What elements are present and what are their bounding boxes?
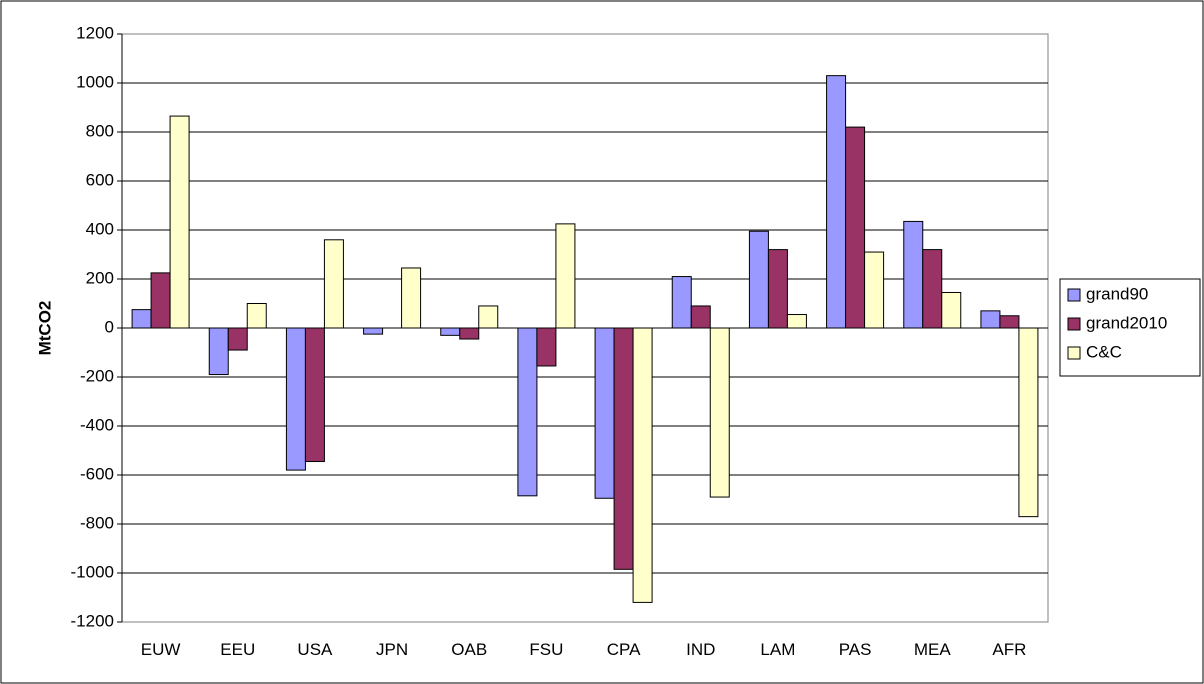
y-tick-label: -1200	[71, 611, 114, 630]
bar-c-c-usa	[323, 239, 344, 329]
legend-swatch	[1067, 288, 1081, 302]
y-tick-label: 800	[86, 121, 114, 140]
bar-grand2010-eeu	[227, 327, 248, 351]
bar-grand90-afr	[980, 310, 1001, 329]
y-tick-label: -600	[80, 464, 114, 483]
y-tick-label: -400	[80, 415, 114, 434]
legend-swatch	[1067, 346, 1081, 360]
x-tick-label: OAB	[451, 640, 487, 659]
bar-grand90-pas	[826, 75, 847, 329]
bar-c-c-fsu	[555, 223, 576, 329]
y-tick-label: 200	[86, 268, 114, 287]
bar-grand2010-usa	[304, 327, 325, 463]
x-tick-label: AFR	[992, 640, 1026, 659]
bar-grand90-lam	[748, 230, 769, 329]
legend-label: grand90	[1086, 284, 1148, 303]
bar-c-c-ind	[709, 327, 730, 498]
y-tick-label: 1000	[76, 72, 114, 91]
bar-grand2010-cpa	[613, 327, 634, 570]
y-tick-label: 1200	[76, 23, 114, 42]
x-tick-label: LAM	[760, 640, 795, 659]
bar-grand2010-fsu	[536, 327, 557, 367]
bar-grand2010-mea	[922, 249, 943, 329]
bar-c-c-euw	[169, 115, 190, 329]
bar-grand90-eeu	[208, 327, 229, 376]
legend-label: grand2010	[1086, 313, 1167, 332]
bar-grand90-jpn	[363, 327, 384, 335]
bar-c-c-jpn	[401, 267, 422, 329]
bar-grand2010-afr	[999, 315, 1020, 329]
x-tick-label: CPA	[607, 640, 641, 659]
x-tick-label: USA	[297, 640, 333, 659]
bar-grand90-ind	[671, 276, 692, 329]
y-tick-label: 0	[105, 317, 114, 336]
legend-items: grand90 grand2010 C&C	[1067, 284, 1167, 361]
gridlines	[122, 82, 1048, 574]
bar-grand2010-euw	[150, 272, 171, 329]
x-tick-label: MEA	[914, 640, 952, 659]
x-tick-label: PAS	[839, 640, 872, 659]
legend: grand90 grand2010 C&C	[1059, 278, 1201, 377]
bar-grand90-oab	[440, 327, 461, 336]
x-tick-label: IND	[686, 640, 715, 659]
bar-c-c-eeu	[246, 303, 267, 329]
bar-c-c-mea	[941, 291, 962, 329]
y-tick-label: -1000	[71, 562, 114, 581]
bar-grand2010-ind	[690, 305, 711, 329]
y-tick-label: 600	[86, 170, 114, 189]
y-axis-title: MtCO2	[35, 301, 54, 356]
bar-grand2010-oab	[459, 327, 480, 340]
bar-c-c-cpa	[632, 327, 653, 603]
bar-c-c-pas	[864, 251, 885, 329]
bar-grand90-cpa	[594, 327, 615, 499]
bar-grand90-euw	[131, 309, 152, 329]
bar-c-c-lam	[786, 314, 807, 329]
bar-c-c-oab	[478, 305, 499, 329]
legend-label: C&C	[1086, 342, 1122, 361]
bar-grand90-fsu	[517, 327, 538, 497]
y-axis-ticks: -1200 -1000 -800 -600 -400 -200 0 200 400 600 800 1…	[71, 23, 122, 630]
x-tick-label: FSU	[529, 640, 563, 659]
y-tick-label: -200	[80, 366, 114, 385]
x-tick-label: EEU	[220, 640, 255, 659]
x-tick-label: JPN	[376, 640, 408, 659]
bar-grand2010-pas	[845, 126, 866, 329]
bar-grand2010-lam	[767, 249, 788, 329]
x-axis-ticks: EUW EEU USA JPN OAB FSU CPA IND LAM PAS MEA AFR	[141, 640, 1027, 659]
bar-c-c-afr	[1018, 327, 1039, 518]
y-tick-label: -800	[80, 513, 114, 532]
bar-grand90-usa	[285, 327, 306, 471]
legend-swatch	[1067, 317, 1081, 331]
bar-grand90-mea	[903, 220, 924, 329]
legend-box	[1059, 278, 1201, 377]
x-tick-label: EUW	[141, 640, 181, 659]
y-tick-label: 400	[86, 219, 114, 238]
